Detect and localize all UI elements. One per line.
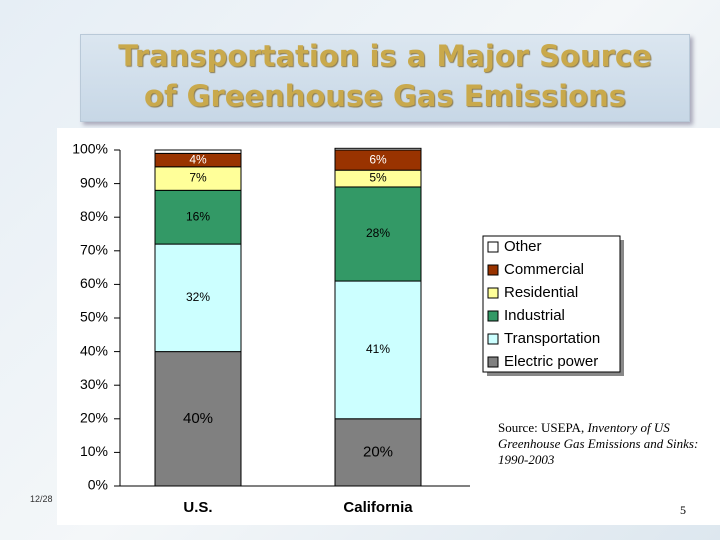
value-label: 4% <box>189 152 207 166</box>
bar-segment <box>334 147 422 151</box>
y-tick-label: 30% <box>80 376 108 392</box>
value-label: 32% <box>186 290 210 304</box>
legend-label: Commercial <box>504 261 584 278</box>
y-tick-label: 90% <box>80 174 108 190</box>
source-title: Inventory of US Greenhouse Gas Emissions… <box>498 420 699 467</box>
legend-swatch <box>487 310 499 322</box>
value-label: 28% <box>366 226 390 240</box>
value-label: 16% <box>186 209 210 223</box>
page-number: 5 <box>680 503 686 517</box>
bar-segment <box>334 186 422 282</box>
title: Transportation is a Major Source <box>118 39 652 73</box>
y-tick-label: 100% <box>72 141 108 157</box>
source-prefix: Source: USEPA, <box>498 420 588 435</box>
legend-label: Transportation <box>504 330 600 347</box>
title-box: Transportation is a Major Source of Gree… <box>80 34 690 122</box>
y-tick-label: 60% <box>80 275 108 291</box>
y-tick-label: 20% <box>80 410 108 426</box>
y-tick-label: 10% <box>80 443 108 459</box>
value-label: 7% <box>189 171 207 185</box>
bar-segment <box>154 351 242 487</box>
bar-segment <box>154 189 242 245</box>
value-label: 6% <box>369 152 387 166</box>
bar-segment <box>154 149 242 154</box>
date: 12/28 <box>30 494 53 504</box>
legend-swatch <box>487 287 499 299</box>
y-tick-label: 40% <box>80 342 108 358</box>
source: Source: USEPA, Inventory of US Greenhous… <box>498 420 720 468</box>
title: of Greenhouse Gas Emissions <box>144 79 626 113</box>
legend-label: Electric power <box>504 353 598 370</box>
legend-label: Industrial <box>504 307 565 324</box>
y-tick-label: 0% <box>88 477 108 493</box>
y-tick-label: 50% <box>80 309 108 325</box>
legend <box>482 235 621 373</box>
legend-label: Residential <box>504 284 578 301</box>
value-label: 41% <box>366 342 390 356</box>
y-tick-label: 70% <box>80 242 108 258</box>
value-label: 5% <box>369 171 387 185</box>
bar-segment <box>154 243 242 353</box>
value-label: 20% <box>363 443 393 460</box>
value-label: 40% <box>183 410 213 427</box>
x-tick-label: California <box>343 499 413 516</box>
legend-swatch <box>487 356 499 368</box>
legend-swatch <box>487 333 499 345</box>
legend-swatch <box>487 241 499 253</box>
legend-swatch <box>487 264 499 276</box>
y-tick-label: 80% <box>80 208 108 224</box>
legend-label: Other <box>504 238 542 255</box>
x-tick-label: U.S. <box>183 499 212 516</box>
bar-segment <box>334 418 422 487</box>
bar-segment <box>334 280 422 420</box>
